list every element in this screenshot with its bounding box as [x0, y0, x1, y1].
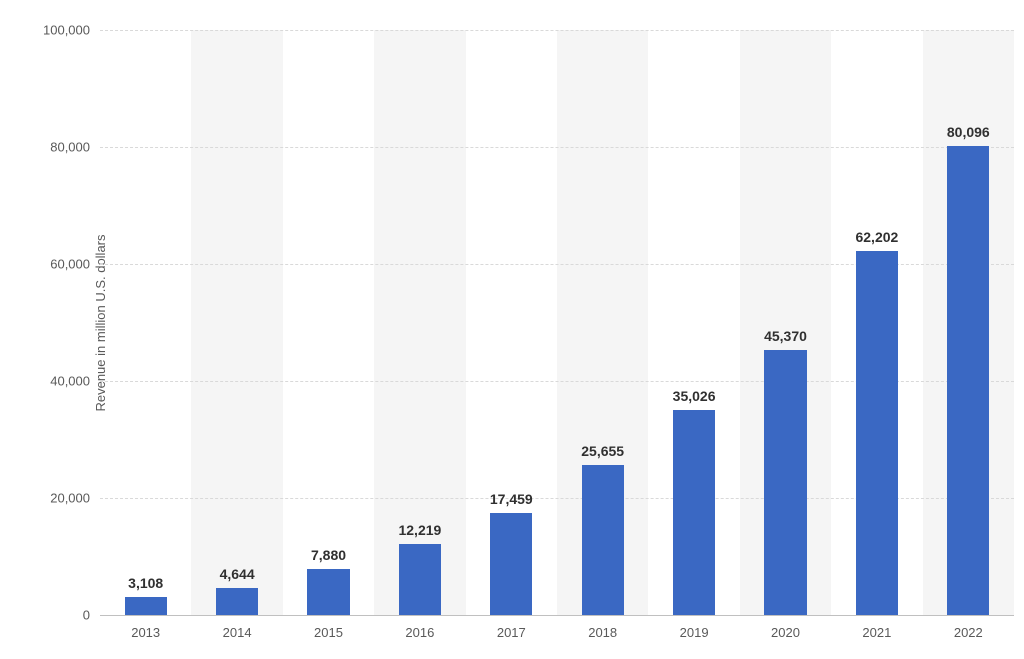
bar	[399, 544, 441, 615]
x-tick-label: 2018	[588, 625, 617, 640]
x-tick-label: 2015	[314, 625, 343, 640]
y-tick-label: 100,000	[30, 23, 90, 38]
bar	[307, 569, 349, 615]
y-tick-label: 80,000	[30, 140, 90, 155]
x-tick-label: 2017	[497, 625, 526, 640]
bar	[582, 465, 624, 615]
gridline	[100, 147, 1014, 148]
y-tick-label: 60,000	[30, 257, 90, 272]
x-tick-label: 2019	[680, 625, 709, 640]
x-tick-label: 2016	[405, 625, 434, 640]
x-tick-label: 2022	[954, 625, 983, 640]
plot-band	[191, 30, 282, 615]
bar-value-label: 62,202	[855, 229, 898, 245]
y-tick-label: 20,000	[30, 491, 90, 506]
bar-value-label: 3,108	[128, 575, 163, 591]
bar	[216, 588, 258, 615]
bar	[673, 410, 715, 615]
bar-value-label: 12,219	[398, 522, 441, 538]
bar-chart: Revenue in million U.S. dollars 020,0004…	[0, 0, 1024, 659]
bar	[490, 513, 532, 615]
plot-area	[100, 30, 1014, 616]
bar-value-label: 35,026	[673, 388, 716, 404]
bar-value-label: 4,644	[220, 566, 255, 582]
bar-value-label: 25,655	[581, 443, 624, 459]
bar	[125, 597, 167, 615]
x-tick-label: 2020	[771, 625, 800, 640]
bar-value-label: 17,459	[490, 491, 533, 507]
x-tick-label: 2021	[862, 625, 891, 640]
x-tick-label: 2013	[131, 625, 160, 640]
bar-value-label: 7,880	[311, 547, 346, 563]
bar	[764, 350, 806, 615]
bar	[947, 146, 989, 615]
bar	[856, 251, 898, 615]
bar-value-label: 80,096	[947, 124, 990, 140]
bar-value-label: 45,370	[764, 328, 807, 344]
y-tick-label: 0	[30, 608, 90, 623]
gridline	[100, 30, 1014, 31]
x-tick-label: 2014	[223, 625, 252, 640]
y-tick-label: 40,000	[30, 374, 90, 389]
